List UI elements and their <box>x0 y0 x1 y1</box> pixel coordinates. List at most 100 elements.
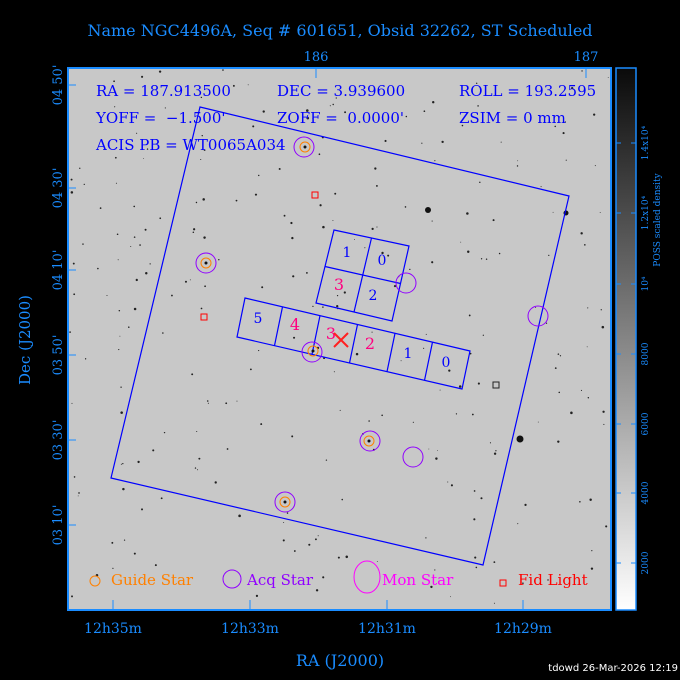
star-dot <box>432 100 435 104</box>
star-dot <box>547 579 549 581</box>
star-dot <box>202 198 205 201</box>
colorbar <box>615 67 637 611</box>
star-dot <box>498 252 501 255</box>
colorbar-tick-label: 10⁴ <box>641 276 651 291</box>
chip-divider <box>311 315 321 355</box>
star-dot <box>225 402 228 405</box>
bright-star <box>425 207 431 213</box>
star-dot <box>111 541 114 544</box>
star-dot <box>162 332 164 334</box>
star-dot <box>278 167 281 170</box>
star-dot <box>79 167 81 169</box>
star-dot <box>133 552 136 555</box>
star-dot <box>336 295 339 297</box>
star-dot <box>564 121 566 123</box>
star-dot <box>467 250 470 253</box>
star-dot <box>335 97 337 99</box>
star-dot <box>423 347 425 349</box>
star-dot <box>557 353 560 355</box>
star-dot <box>164 107 166 109</box>
star-dot <box>581 70 583 72</box>
star-dot <box>120 463 122 465</box>
star-dot <box>291 435 294 438</box>
roll-value: ROLL = 193.2595 <box>459 82 596 100</box>
star-dot <box>430 585 433 589</box>
star-dot <box>312 305 314 307</box>
star-dot <box>341 498 344 501</box>
star-dot <box>292 275 295 278</box>
star-dot <box>311 349 315 353</box>
dec-value: DEC = 3.939600 <box>277 82 405 100</box>
colorbar-tick-label: 1.4x10⁴ <box>641 125 651 160</box>
chip-label-s5: 5 <box>254 311 263 327</box>
star-dot <box>448 369 451 372</box>
star-dot <box>207 402 209 404</box>
star-dot <box>333 371 335 373</box>
star-dot <box>291 236 294 240</box>
star-dot <box>339 409 341 411</box>
star-dot <box>493 561 496 564</box>
star-dot <box>252 125 255 128</box>
star-dot <box>118 348 120 351</box>
star-dot <box>293 336 296 339</box>
star-dot <box>112 567 114 569</box>
star-dot <box>337 556 340 559</box>
zsim-value: ZSIM = 0 mm <box>459 109 566 127</box>
star-dot <box>258 349 260 352</box>
star-dot <box>293 550 296 552</box>
star-dot <box>163 431 166 434</box>
legend: Guide Star Acq Star Mon Star Fid Light <box>89 560 588 594</box>
colorbar-tick-label: 2000 <box>641 551 651 574</box>
star-dot <box>332 103 334 106</box>
dec-axis-label: Dec (J2000) <box>16 295 34 385</box>
star-dot <box>557 440 560 443</box>
star-dot <box>122 487 125 491</box>
colorbar-tick-label: 1.2x10⁴ <box>641 195 651 230</box>
acis-s-array <box>236 297 471 390</box>
dec-tick-label: 04 30' <box>51 168 66 209</box>
star-dot <box>123 539 126 541</box>
colorbar-label: POSS scaled density <box>653 172 663 266</box>
star-dot <box>421 142 423 144</box>
star-dot <box>522 582 524 584</box>
star-dot <box>306 116 310 120</box>
star-dot <box>261 286 264 289</box>
star-dot <box>73 476 76 478</box>
ra-value: RA = 187.913500 <box>96 82 231 100</box>
star-dot <box>204 285 206 288</box>
star-dot <box>517 160 519 162</box>
star-dot <box>458 385 462 388</box>
black-square-marker <box>492 381 500 389</box>
star-dot <box>332 220 334 221</box>
star-dot <box>145 272 148 275</box>
star-dot <box>322 576 325 579</box>
dec-tick-label: 04 50' <box>51 65 66 106</box>
star-dot <box>139 244 141 246</box>
star-dot <box>554 125 556 128</box>
star-dot <box>587 397 590 399</box>
star-dot <box>435 457 438 460</box>
star-dot <box>376 561 378 562</box>
star-dot <box>282 539 285 542</box>
star-dot <box>203 149 206 151</box>
star-dot <box>580 232 583 235</box>
star-dot <box>384 139 387 142</box>
star-dot <box>193 228 196 231</box>
star-dot <box>455 413 458 415</box>
star-dot <box>587 307 589 309</box>
star-dot <box>493 602 495 604</box>
ra-axis-label: RA (J2000) <box>296 651 384 670</box>
star-dot <box>146 148 149 150</box>
star-dot <box>412 421 414 423</box>
target-x-marker <box>333 332 349 348</box>
acq-star-marker <box>527 305 549 327</box>
star-dot <box>584 244 586 246</box>
acq-star-marker <box>195 252 217 274</box>
star-dot <box>290 221 293 225</box>
star-dot <box>605 525 608 528</box>
star-dot <box>283 500 287 504</box>
star-dot <box>594 165 596 167</box>
star-dot <box>122 462 124 465</box>
star-dot <box>192 231 195 233</box>
fid-light-marker <box>200 313 208 321</box>
